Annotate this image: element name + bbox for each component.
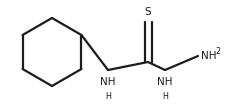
- Text: NH: NH: [100, 77, 116, 87]
- Text: H: H: [105, 92, 111, 101]
- Text: NH: NH: [201, 51, 216, 61]
- Text: NH: NH: [157, 77, 173, 87]
- Text: S: S: [145, 7, 151, 17]
- Text: H: H: [162, 92, 168, 101]
- Text: 2: 2: [215, 46, 220, 56]
